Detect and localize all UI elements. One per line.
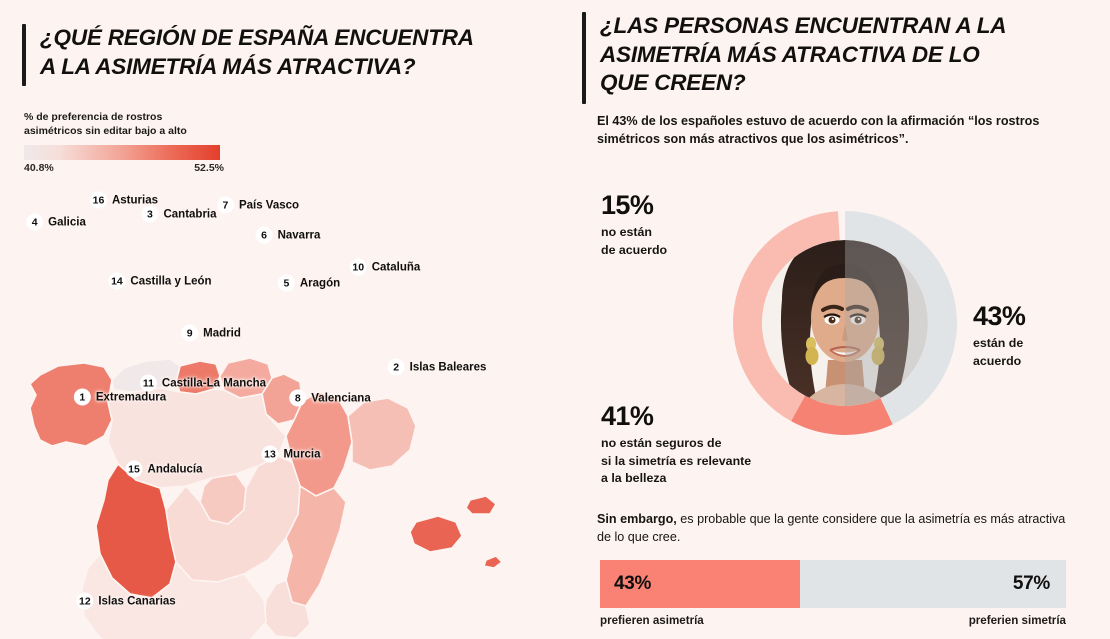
- map-region[interactable]: [81, 553, 267, 639]
- conclusion-note-emphasis: Sin embargo,: [597, 512, 677, 526]
- map-region-rank-badge: 10: [349, 258, 367, 276]
- face-illustration: [762, 240, 928, 406]
- split-bar-right-value: 57%: [1012, 573, 1050, 594]
- conclusion-note-text: es probable que la gente considere que l…: [597, 512, 1066, 545]
- left-panel: ¿QUÉ REGIÓN DE ESPAÑA ENCUENTRA A LA ASI…: [0, 24, 560, 639]
- right-panel-title: ¿LAS PERSONAS ENCUENTRAN A LA ASIMETRÍA …: [582, 12, 1007, 104]
- split-bar-right-label: preferien simetría: [968, 614, 1066, 627]
- stat-15-description: no están de acuerdo: [601, 225, 668, 257]
- map-region-label: 6 Navarra: [255, 226, 321, 244]
- page-title: ¿QUÉ REGIÓN DE ESPAÑA ENCUENTRA A LA ASI…: [40, 25, 474, 79]
- spain-choropleth-map: 1 Extremadura 2 Islas Baleares 3 Cantabria 4 Ga…: [0, 170, 560, 639]
- legend-caption: % de preferencia de rostros asimétricos …: [24, 111, 187, 138]
- map-region-name: Castilla y León: [130, 275, 212, 287]
- donut-segment[interactable]: [845, 211, 957, 425]
- map-region-name: Castilla-La Mancha: [161, 377, 267, 389]
- map-region-name: Asturias: [111, 194, 159, 206]
- map-region-label: 2 Islas Baleares: [387, 358, 487, 376]
- map-region-label: 1 Extremadura: [73, 388, 167, 406]
- map-region-label: 16 Asturias: [89, 191, 159, 209]
- map-region-label: 4 Galicia: [26, 213, 86, 231]
- map-region-rank-badge: 4: [26, 213, 44, 231]
- map-region-name: Navarra: [277, 229, 321, 241]
- map-region-name: Cataluña: [371, 261, 421, 273]
- map-region-name: Islas Canarias: [98, 595, 176, 607]
- title-accent-bar: [22, 24, 26, 86]
- map-region-rank-badge: 8: [289, 389, 307, 407]
- split-bar-asymmetry-segment: 43%: [600, 560, 801, 608]
- map-region-label: 15 Andalucía: [125, 460, 203, 478]
- map-region-label: 8 Valenciana: [289, 389, 371, 407]
- map-region-label: 5 Aragón: [277, 274, 341, 292]
- legend-min-label: 40.8%: [24, 162, 54, 175]
- map-region-rank-badge: 3: [141, 205, 159, 223]
- map-region-label: 11 Castilla-La Mancha: [139, 374, 267, 392]
- map-region-name: Cantabria: [163, 208, 217, 220]
- map-region-rank-badge: 5: [277, 274, 295, 292]
- map-region-name: Aragón: [299, 277, 341, 289]
- split-bar-symmetry-segment: 57%: [800, 560, 1066, 608]
- map-region-rank-badge: 12: [76, 592, 94, 610]
- stat-41-value: 41%: [601, 401, 654, 431]
- map-region-name: Galicia: [48, 216, 86, 228]
- map-region-rank-badge: 16: [89, 191, 107, 209]
- map-region-label: 13 Murcia: [261, 445, 321, 463]
- map-region-name: Murcia: [283, 448, 321, 460]
- map-region-rank-badge: 15: [125, 460, 143, 478]
- split-bar-left-value: 43%: [614, 573, 652, 594]
- split-bar-labels: prefieren asimetría preferien simetría: [600, 614, 1066, 627]
- stat-41-description: no están seguros de si la simetría es re…: [601, 436, 752, 486]
- map-region[interactable]: [263, 579, 311, 639]
- map-region-label: 3 Cantabria: [141, 205, 217, 223]
- donut-segment[interactable]: [732, 211, 841, 422]
- map-region-rank-badge: 6: [255, 226, 273, 244]
- map-region-name: Andalucía: [147, 463, 203, 475]
- map-region-rank-badge: 9: [181, 324, 199, 342]
- stat-43-percent: 43% están de acuerdo: [973, 301, 1026, 370]
- map-region-name: Extremadura: [95, 391, 167, 403]
- stat-15-percent: 15% no están de acuerdo: [601, 192, 667, 259]
- map-region[interactable]: [285, 485, 347, 607]
- map-region[interactable]: [347, 397, 417, 471]
- map-region-rank-badge: 1: [73, 388, 91, 406]
- map-region-rank-badge: 7: [216, 196, 234, 214]
- stat-41-percent: 41% no están seguros de si la simetría e…: [601, 403, 751, 488]
- stat-43-value: 43%: [973, 301, 1026, 331]
- split-face-photo: [762, 240, 928, 406]
- map-region-label: 7 País Vasco: [216, 196, 300, 214]
- map-region-rank-badge: 2: [387, 358, 405, 376]
- map-region-name: País Vasco: [238, 199, 300, 211]
- map-region-label: 12 Islas Canarias: [76, 592, 176, 610]
- map-region-label: 10 Cataluña: [349, 258, 421, 276]
- map-shapes: [29, 357, 503, 639]
- preference-split-bar: 43% 57%: [600, 560, 1066, 608]
- agreement-donut-chart: [700, 178, 990, 468]
- legend-max-label: 52.5%: [194, 162, 224, 175]
- map-region-name: Islas Baleares: [409, 361, 487, 373]
- title-accent-bar-right: [582, 12, 586, 104]
- stat-43-description: están de acuerdo: [973, 336, 1024, 368]
- map-region-name: Madrid: [203, 327, 241, 339]
- map-region-label: 9 Madrid: [181, 324, 241, 342]
- conclusion-note: Sin embargo, es probable que la gente co…: [597, 510, 1077, 547]
- section-title: ¿LAS PERSONAS ENCUENTRAN A LA ASIMETRÍA …: [600, 13, 1007, 96]
- map-region-rank-badge: 13: [261, 445, 279, 463]
- legend-gradient-bar: [24, 145, 220, 161]
- map-legend: % de preferencia de rostros asimétricos …: [24, 110, 224, 174]
- stat-15-value: 15%: [601, 190, 654, 220]
- left-panel-title: ¿QUÉ REGIÓN DE ESPAÑA ENCUENTRA A LA ASI…: [22, 24, 474, 86]
- map-region-name: Valenciana: [311, 392, 371, 404]
- legend-scale: 40.8% 52.5%: [24, 162, 224, 174]
- map-region-rank-badge: 14: [108, 272, 126, 290]
- map-region-rank-badge: 11: [139, 374, 157, 392]
- map-region-label: 14 Castilla y León: [108, 272, 212, 290]
- map-region[interactable]: [409, 495, 503, 569]
- intro-paragraph: El 43% de los españoles estuvo de acuerd…: [597, 114, 1040, 147]
- split-bar-left-label: prefieren asimetría: [600, 614, 704, 627]
